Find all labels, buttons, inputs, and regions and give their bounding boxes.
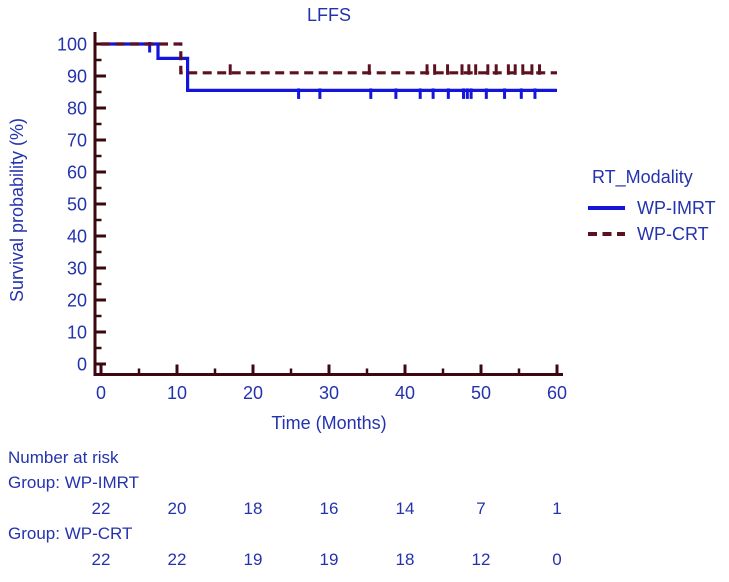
risk-count: 1	[552, 499, 562, 518]
risk-count: 0	[552, 550, 562, 569]
chart-title: LFFS	[306, 5, 351, 25]
wp-crt-dashed-line-swatch	[588, 232, 625, 236]
risk-group-label-wp-crt: Group: WP-CRT	[8, 524, 133, 543]
risk-count: 22	[91, 550, 111, 569]
x-tick-label: 30	[319, 383, 339, 403]
risk-count: 18	[243, 499, 263, 518]
risk-count: 7	[476, 499, 486, 518]
y-tick-label: 40	[67, 227, 87, 247]
x-tick-label: 20	[243, 383, 263, 403]
y-tick-label: 90	[67, 67, 87, 87]
x-tick-label: 0	[96, 383, 106, 403]
y-tick-label: 100	[57, 35, 87, 55]
y-tick-label: 80	[67, 99, 87, 119]
y-tick-label: 0	[77, 355, 87, 375]
y-tick-label: 20	[67, 291, 87, 311]
x-axis-label: Time (Months)	[271, 413, 387, 433]
legend-label-wp-imrt: WP-IMRT	[637, 197, 716, 218]
risk-count: 22	[91, 499, 111, 518]
x-tick-label: 40	[395, 383, 415, 403]
risk-count: 14	[395, 499, 415, 518]
risk-table-heading: Number at risk	[8, 448, 119, 467]
y-tick-label: 50	[67, 195, 87, 215]
risk-count: 12	[471, 550, 491, 569]
legend-label-wp-crt: WP-CRT	[637, 223, 709, 244]
risk-group-label-wp-imrt: Group: WP-IMRT	[8, 473, 139, 492]
legend-title: RT_Modality	[592, 167, 693, 187]
y-tick-label: 30	[67, 259, 87, 279]
y-tick-label: 60	[67, 163, 87, 183]
risk-count: 19	[243, 550, 263, 569]
x-tick-label: 60	[547, 383, 567, 403]
y-tick-label: 70	[67, 131, 87, 151]
risk-count: 18	[395, 550, 415, 569]
legend-item-wp-imrt: WP-IMRT	[588, 195, 716, 221]
risk-count: 16	[319, 499, 339, 518]
wp-imrt-solid-line-swatch	[588, 206, 625, 210]
risk-count: 22	[167, 550, 187, 569]
legend-item-wp-crt: WP-CRT	[588, 221, 716, 247]
y-tick-label: 10	[67, 323, 87, 343]
risk-count: 19	[319, 550, 339, 569]
risk-count: 20	[167, 499, 187, 518]
x-tick-label: 50	[471, 383, 491, 403]
legend: RT_Modality WP-IMRT WP-CRT	[588, 167, 716, 247]
x-tick-label: 10	[167, 383, 187, 403]
